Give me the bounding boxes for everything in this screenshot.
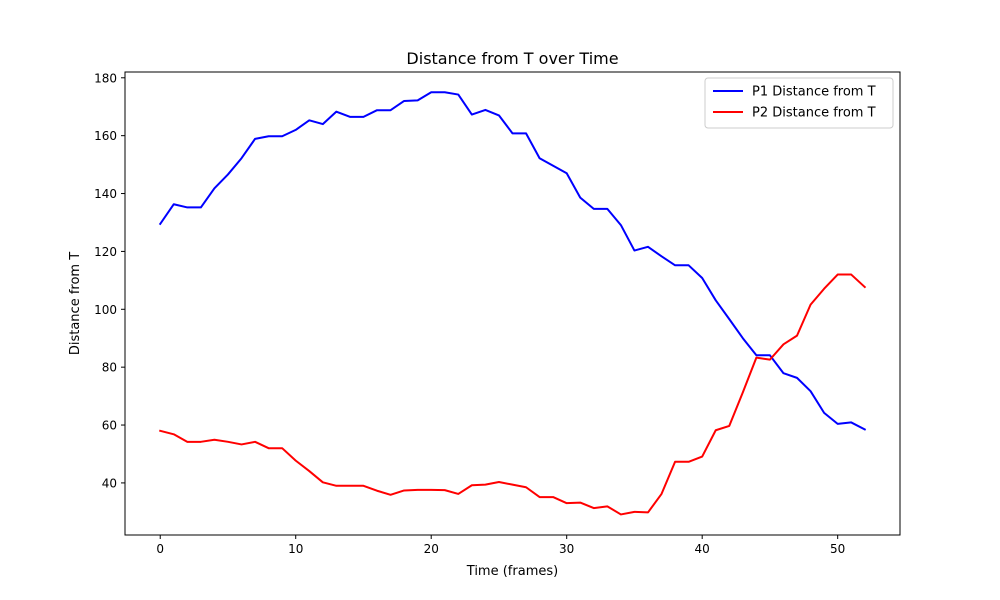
y-tick-label: 80	[102, 361, 117, 375]
y-tick-label: 60	[102, 419, 117, 433]
x-tick-label: 50	[830, 542, 845, 556]
y-axis: 40 60 80 100 120 140 160 180	[94, 71, 125, 490]
plot-frame	[124, 71, 901, 536]
y-tick-label: 180	[94, 71, 117, 85]
x-tick-label: 20	[424, 542, 439, 556]
y-tick-label: 40	[102, 476, 117, 490]
x-tick-label: 0	[156, 542, 164, 556]
x-axis-title: Time (frames)	[466, 564, 558, 579]
y-tick-label: 160	[94, 129, 117, 143]
series-line-2	[159, 273, 867, 516]
legend: P1 Distance from T P2 Distance from T	[704, 77, 894, 129]
y-axis-title: Distance from T	[68, 252, 83, 355]
y-tick-label: 100	[94, 303, 117, 317]
legend-box	[704, 77, 894, 129]
legend-label-p2: P2 Distance from T	[752, 106, 876, 121]
legend-label-p1: P1 Distance from T	[752, 85, 876, 100]
plot-area	[124, 71, 901, 536]
x-tick-label: 30	[559, 542, 574, 556]
x-tick-label: 10	[288, 542, 303, 556]
chart-title: Distance from T over Time	[406, 49, 618, 68]
x-tick-label: 40	[695, 542, 710, 556]
x-axis: 0 10 20 30 40 50	[156, 535, 845, 556]
y-tick-label: 140	[94, 187, 117, 201]
y-tick-label: 120	[94, 245, 117, 259]
series-layer	[158, 91, 867, 516]
series-line-1	[158, 91, 867, 431]
